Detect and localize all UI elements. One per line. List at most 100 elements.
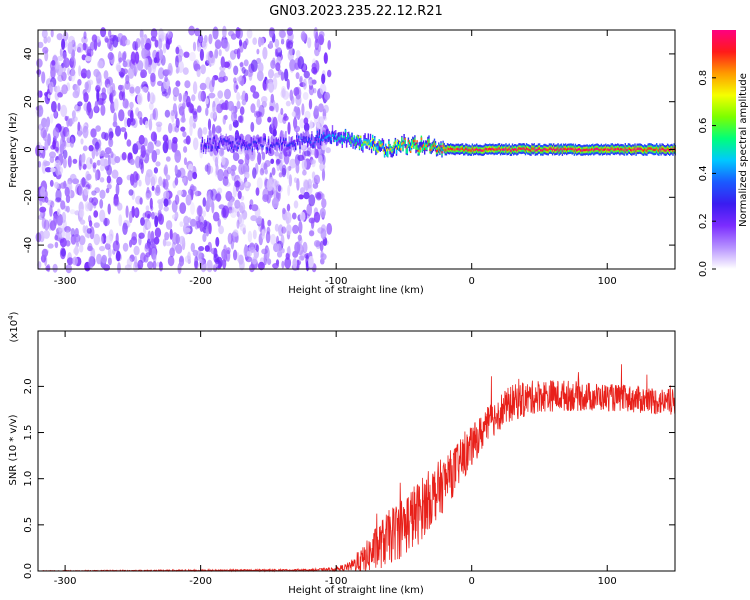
- carrier-cell: [586, 148, 588, 151]
- carrier-cell: [319, 138, 322, 142]
- noise-cell: [78, 65, 82, 77]
- noise-cell: [206, 162, 211, 175]
- noise-cell: [321, 198, 327, 209]
- noise-cell: [206, 194, 214, 208]
- noise-cell: [196, 44, 202, 52]
- noise-cell: [84, 81, 89, 91]
- carrier-cell: [593, 149, 595, 152]
- noise-cell: [59, 182, 67, 189]
- noise-cell: [39, 206, 47, 213]
- noise-cell: [69, 173, 77, 183]
- noise-cell: [311, 66, 318, 74]
- carrier-cell: [662, 147, 664, 151]
- noise-cell: [113, 98, 119, 111]
- snr-x-ticks: -300 -200 -100 0 100: [54, 331, 617, 587]
- carrier-cell: [598, 149, 600, 152]
- carrier-cell: [262, 144, 264, 148]
- noise-cell: [238, 39, 243, 47]
- noise-cell: [96, 89, 100, 102]
- noise-cell: [165, 39, 170, 50]
- carrier-cell: [213, 136, 215, 140]
- noise-cell: [217, 168, 224, 182]
- carrier-cell: [322, 135, 324, 142]
- carrier-cell: [378, 141, 380, 144]
- noise-cell: [45, 167, 52, 173]
- carrier-cell: [447, 147, 450, 151]
- noise-cell: [56, 33, 63, 41]
- noise-cell: [285, 252, 290, 260]
- noise-cell: [239, 201, 246, 214]
- carrier-cell: [627, 147, 630, 150]
- carrier-cell: [318, 135, 321, 139]
- carrier-cell: [571, 148, 573, 151]
- noise-cell: [150, 72, 156, 83]
- noise-cell: [219, 65, 226, 72]
- noise-cell: [187, 170, 193, 182]
- noise-cell: [318, 31, 325, 38]
- carrier-cell: [304, 131, 307, 142]
- noise-cell: [262, 188, 270, 201]
- carrier-cell: [495, 148, 497, 151]
- carrier-cell: [404, 138, 406, 145]
- carrier-cell: [390, 148, 392, 151]
- carrier-cell: [280, 144, 283, 151]
- carrier-cell: [311, 137, 313, 141]
- noise-cell: [66, 205, 70, 213]
- noise-cell: [187, 163, 194, 172]
- carrier-cell: [205, 144, 207, 147]
- noise-cell: [94, 170, 98, 182]
- noise-cell: [104, 165, 110, 171]
- carrier-cell: [592, 147, 594, 151]
- noise-cell: [283, 113, 288, 119]
- carrier-cell: [262, 139, 264, 150]
- carrier-cell: [355, 141, 358, 145]
- noise-cell: [303, 191, 310, 200]
- noise-cell: [95, 125, 101, 132]
- noise-cell: [50, 29, 54, 38]
- carrier-cell: [352, 138, 354, 141]
- noise-cell: [178, 48, 184, 58]
- carrier-cell: [579, 148, 581, 151]
- carrier-cell: [635, 149, 637, 152]
- carrier-cell: [617, 147, 619, 150]
- noise-cell: [314, 105, 319, 116]
- noise-cell: [122, 52, 127, 63]
- carrier-cell: [399, 141, 401, 148]
- noise-cell: [185, 95, 191, 108]
- noise-cell: [280, 71, 285, 81]
- noise-cell: [51, 60, 56, 66]
- noise-cell: [308, 256, 314, 268]
- carrier-cell: [609, 149, 611, 152]
- carrier-cell: [233, 149, 235, 152]
- carrier-cell: [317, 136, 320, 143]
- carrier-cell: [275, 142, 277, 145]
- noise-cell: [241, 99, 247, 106]
- noise-cell: [318, 103, 324, 113]
- noise-cell: [274, 48, 278, 57]
- carrier-cell: [456, 147, 458, 151]
- carrier-cell: [574, 147, 577, 151]
- carrier-cell: [343, 135, 346, 139]
- noise-cell: [180, 126, 186, 132]
- carrier-cell: [300, 136, 302, 140]
- noise-cell: [120, 127, 127, 133]
- carrier-cell: [301, 139, 303, 143]
- noise-cell: [100, 157, 106, 167]
- noise-cell: [314, 148, 319, 159]
- carrier-cell: [338, 136, 340, 139]
- noise-cell: [83, 92, 89, 103]
- noise-cell: [152, 260, 157, 270]
- carrier-cell: [430, 144, 432, 151]
- carrier-cell: [630, 148, 632, 152]
- noise-cell: [292, 212, 297, 220]
- noise-cell: [126, 117, 131, 128]
- carrier-cell: [201, 136, 204, 143]
- carrier-cell: [373, 144, 375, 151]
- carrier-cell: [349, 138, 351, 142]
- carrier-cell: [431, 146, 433, 149]
- carrier-cell: [373, 144, 375, 147]
- noise-cell: [175, 55, 179, 68]
- noise-cell: [268, 40, 273, 49]
- noise-cell: [43, 229, 50, 239]
- noise-cell: [243, 59, 249, 67]
